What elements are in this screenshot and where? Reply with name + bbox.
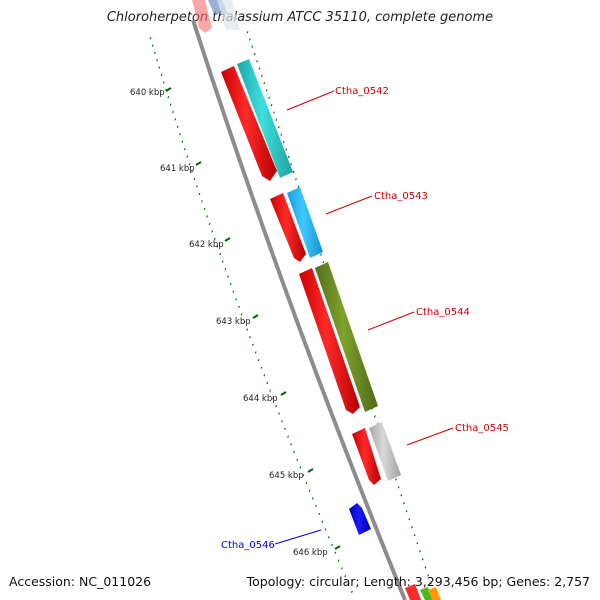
partial-feature-bottom-red bbox=[405, 584, 421, 600]
connector-ctha-0546 bbox=[274, 529, 322, 545]
topology-label: Topology: circular; Length: 3,293,456 bp… bbox=[246, 574, 590, 589]
gene-ctha-0542-orf bbox=[237, 59, 293, 178]
partial-feature-top-red bbox=[192, 0, 212, 33]
gene-ctha-0543-cds bbox=[270, 193, 306, 262]
tick-label-641: 641 kbp bbox=[160, 164, 195, 174]
gene-label-ctha-0545: Ctha_0545 bbox=[455, 423, 509, 434]
gene-ctha-0544-cds bbox=[299, 268, 360, 414]
gene-ctha-0545-cds bbox=[352, 428, 381, 485]
tick-640 bbox=[165, 87, 172, 92]
gene-ctha-0542-cds bbox=[221, 66, 277, 181]
tick-label-640: 640 kbp bbox=[130, 88, 165, 98]
gene-ctha-0546 bbox=[349, 503, 371, 535]
genome-backbone bbox=[191, 19, 407, 600]
accession-label: Accession: NC_011026 bbox=[9, 574, 152, 589]
partial-feature-bottom-orange bbox=[428, 587, 441, 600]
gene-label-ctha-0543: Ctha_0543 bbox=[374, 191, 428, 202]
gene-ctha-0543-orf bbox=[287, 187, 323, 258]
tick-641 bbox=[195, 161, 202, 166]
gene-ctha-0545-orf bbox=[369, 422, 401, 481]
connector-ctha-0545 bbox=[406, 427, 454, 446]
partial-feature-bottom-green bbox=[420, 587, 433, 600]
connector-ctha-0544 bbox=[367, 311, 415, 331]
tick-642 bbox=[224, 237, 231, 242]
gene-ctha-0544-orf bbox=[315, 262, 378, 412]
tick-646 bbox=[334, 545, 341, 550]
tick-label-643: 643 kbp bbox=[216, 317, 251, 327]
tick-645 bbox=[307, 468, 314, 473]
tick-label-645: 645 kbp bbox=[269, 471, 304, 481]
gene-label-ctha-0544: Ctha_0544 bbox=[416, 307, 470, 318]
connector-ctha-0543 bbox=[325, 195, 373, 215]
tick-643 bbox=[252, 314, 259, 319]
kbp-ticks: 640 kbp 641 kbp 642 kbp 643 kbp 644 kbp … bbox=[130, 87, 341, 558]
tick-label-646: 646 kbp bbox=[293, 548, 328, 558]
connector-ctha-0542 bbox=[286, 90, 335, 111]
gene-label-ctha-0542: Ctha_0542 bbox=[335, 86, 389, 97]
tick-644 bbox=[280, 391, 287, 396]
tick-label-644: 644 kbp bbox=[243, 394, 278, 404]
partial-feature-top-gray bbox=[217, 0, 240, 30]
tick-label-642: 642 kbp bbox=[189, 240, 224, 250]
gene-label-ctha-0546: Ctha_0546 bbox=[221, 540, 275, 551]
